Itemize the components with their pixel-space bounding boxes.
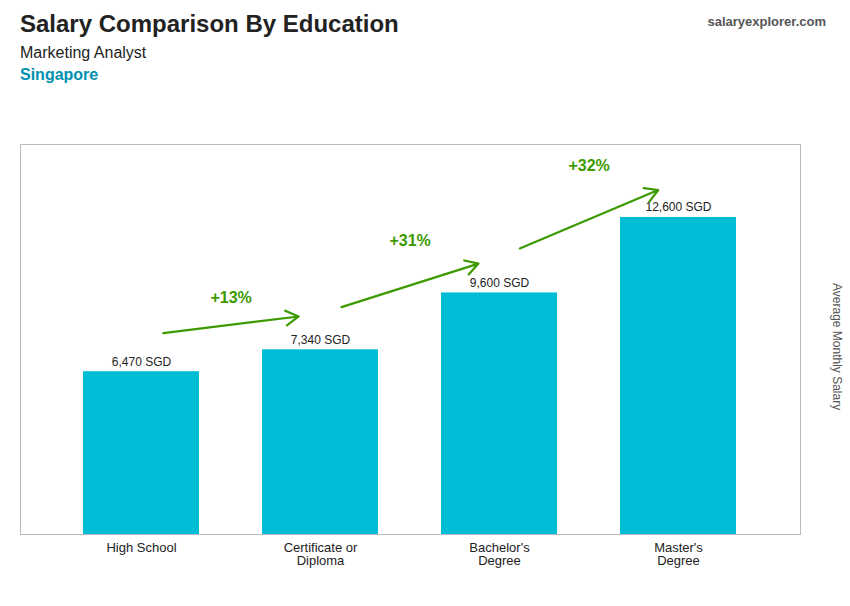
svg-text:+31%: +31% <box>389 232 430 249</box>
svg-text:+32%: +32% <box>568 157 609 174</box>
html-text:salaryexplorer.com: salaryexplorer.com <box>707 14 826 29</box>
svg-text:+13%: +13% <box>210 289 251 306</box>
html-text:Average Monthly Salary: Average Monthly Salary <box>830 283 844 411</box>
svg-text:High School: High School <box>106 540 176 555</box>
html-text:Salary Comparison By Education: Salary Comparison By Education <box>20 10 399 37</box>
svg-text:9,600 SGD: 9,600 SGD <box>470 276 530 290</box>
svg-text:7,340 SGD: 7,340 SGD <box>291 333 351 347</box>
svg-text:12,600 SGD: 12,600 SGD <box>645 200 711 214</box>
svg-text:6,470 SGD: 6,470 SGD <box>112 355 172 369</box>
svg-text:Certificate orDiploma: Certificate orDiploma <box>284 540 358 568</box>
html-text:Marketing Analyst: Marketing Analyst <box>20 44 147 61</box>
svg-text:Master'sDegree: Master'sDegree <box>654 540 703 568</box>
html-text:Singapore: Singapore <box>20 66 99 83</box>
svg-text:Bachelor'sDegree: Bachelor'sDegree <box>469 540 530 568</box>
